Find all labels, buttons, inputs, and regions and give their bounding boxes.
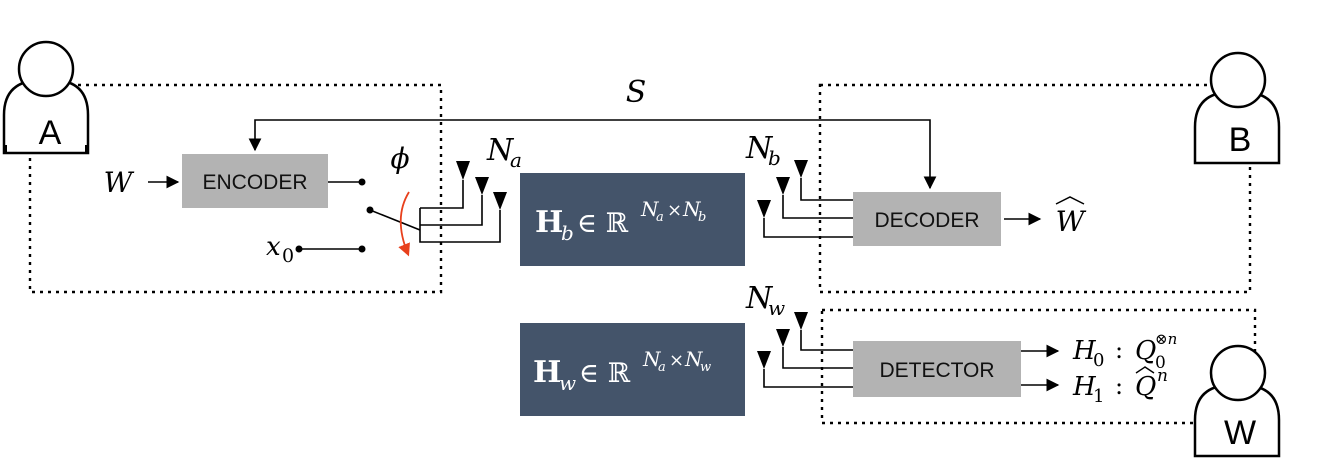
svg-text:H: H <box>1072 336 1097 366</box>
svg-text:a: a <box>510 148 522 172</box>
svg-text:a: a <box>658 360 666 375</box>
rx-w-antenna-array <box>757 312 808 369</box>
switch-terminal-x0 <box>358 245 366 253</box>
encoder-block <box>182 154 328 208</box>
message-label: W <box>104 166 135 199</box>
svg-text:Q: Q <box>1135 372 1156 402</box>
user-b-avatar: B <box>1193 51 1281 165</box>
tx-antenna-array <box>456 161 507 210</box>
svg-text:W: W <box>1056 205 1087 238</box>
svg-text:N: N <box>684 347 704 371</box>
svg-text:0: 0 <box>1155 353 1166 373</box>
svg-text:w: w <box>700 360 711 375</box>
rx-b-antenna-array <box>757 160 808 218</box>
x0-label: x <box>266 232 281 262</box>
svg-text:N: N <box>642 347 662 371</box>
message-estimate: W <box>1056 196 1087 238</box>
switch-terminal-encoder <box>358 178 366 186</box>
shared-key-label: S <box>626 75 647 110</box>
hypothesis-h1: H 1 : Q n <box>1072 366 1168 407</box>
user-a-avatar: A <box>2 40 90 155</box>
user-a-label: A <box>39 114 62 152</box>
svg-text:n: n <box>1157 366 1168 386</box>
svg-text:b: b <box>561 221 574 245</box>
channel-hb-label: H b ∈ ℝ N a × N b <box>535 197 706 245</box>
svg-text:×: × <box>667 200 682 221</box>
svg-text:w: w <box>768 296 785 320</box>
rx-w-feed-lines <box>763 330 853 388</box>
nw-label: N w <box>745 281 785 320</box>
svg-text:b: b <box>768 146 781 170</box>
channel-hb-block <box>520 173 745 266</box>
channel-hw-label: H w ∈ ℝ N a × N w <box>533 347 711 395</box>
user-b-label: B <box>1229 121 1252 159</box>
svg-text::: : <box>1115 336 1123 364</box>
svg-text:b: b <box>698 210 706 225</box>
nb-label: N b <box>745 131 781 170</box>
user-w-label: W <box>1224 414 1256 452</box>
svg-text:Q: Q <box>1135 336 1156 366</box>
svg-text:w: w <box>559 371 576 395</box>
decoder-label: DECODER <box>874 209 979 232</box>
detector-label: DETECTOR <box>879 359 994 382</box>
switch-rotation-arrow <box>398 191 410 257</box>
user-w-avatar: W <box>1193 344 1281 458</box>
svg-text:H: H <box>1072 372 1097 402</box>
switch-phi-label: ϕ <box>390 142 409 175</box>
svg-text:N: N <box>682 197 702 221</box>
decoder-block <box>853 192 1001 246</box>
svg-text:H: H <box>533 355 561 390</box>
x0-sub: 0 <box>282 245 294 267</box>
svg-text:×: × <box>669 350 684 371</box>
switch-arm <box>369 209 421 231</box>
svg-text:N: N <box>640 197 660 221</box>
shared-key-link <box>248 119 937 190</box>
svg-text:a: a <box>656 210 664 225</box>
hypothesis-h0: H 0 : Q 0 ⊗n <box>1072 330 1177 373</box>
detector-block <box>853 341 1021 397</box>
svg-text:⊗n: ⊗n <box>1155 330 1177 348</box>
rx-b-feed-lines <box>763 178 853 238</box>
svg-text:1: 1 <box>1093 386 1104 407</box>
svg-text:∈ ℝ: ∈ ℝ <box>577 208 629 239</box>
svg-text::: : <box>1115 372 1123 400</box>
svg-text:N: N <box>745 281 774 316</box>
svg-text:0: 0 <box>1093 350 1104 371</box>
channel-hw-block <box>520 323 745 416</box>
svg-text:N: N <box>486 133 515 168</box>
bob-region <box>818 83 1252 294</box>
svg-text:∈ ℝ: ∈ ℝ <box>579 358 631 389</box>
svg-text:N: N <box>745 131 774 166</box>
encoder-label: ENCODER <box>202 171 307 194</box>
tx-feed-lines <box>419 180 501 243</box>
na-label: N a <box>486 133 522 172</box>
svg-text:H: H <box>535 205 563 240</box>
